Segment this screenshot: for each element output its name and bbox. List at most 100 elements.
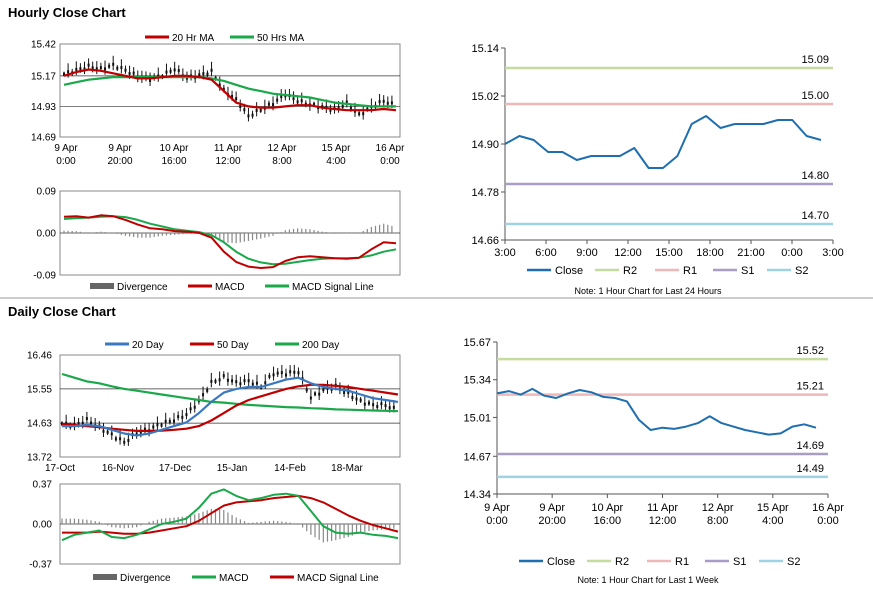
x-tick-label: 10 Apr — [591, 502, 623, 514]
price-candle-body — [128, 71, 131, 75]
x-tick-label: 16:00 — [594, 515, 622, 527]
price-candle-body — [380, 402, 383, 406]
x-tick-label: 21:00 — [737, 247, 765, 259]
price-candle-body — [314, 392, 317, 396]
price-candle-body — [297, 371, 300, 375]
x-tick-label: 0:00 — [56, 156, 76, 167]
price-candle-body — [376, 405, 379, 409]
level-label-r2: 15.09 — [801, 54, 829, 66]
price-candle-body — [202, 72, 205, 76]
price-candle-body — [255, 381, 258, 385]
price-candle-body — [318, 392, 321, 396]
price-candle-body — [149, 78, 152, 82]
price-candle-body — [247, 379, 250, 383]
legend-divergence-swatch — [90, 283, 114, 289]
level-label-s1: 14.69 — [796, 440, 824, 452]
price-candle-body — [124, 68, 127, 72]
y-tick-label: 15.42 — [31, 40, 56, 51]
price-candle-body — [343, 390, 346, 394]
x-tick-label: 16 Apr — [812, 502, 844, 514]
price-candle-body — [110, 432, 113, 436]
price-candle-body — [116, 66, 119, 70]
y-tick-label: 15.34 — [463, 375, 491, 387]
plot-frame — [59, 43, 401, 138]
x-tick-label: 12 Apr — [268, 143, 298, 154]
y-tick-label: 14.34 — [463, 489, 491, 501]
legend-divergence-label: Divergence — [120, 573, 171, 584]
y-tick-label: 14.78 — [471, 187, 499, 199]
legend-divergence-swatch — [93, 574, 117, 580]
chart-note: Note: 1 Hour Chart for Last 24 Hours — [574, 286, 722, 296]
price-candle-body — [132, 71, 135, 75]
y-tick-label: 15.14 — [471, 43, 499, 55]
x-tick-label: 9:00 — [576, 247, 597, 259]
x-tick-label: 17-Dec — [159, 463, 191, 474]
price-candle-body — [267, 102, 270, 106]
price-candle-body — [157, 74, 160, 78]
y-tick-label: 14.90 — [471, 139, 499, 151]
price-candle-body — [160, 423, 163, 427]
price-candle-body — [300, 99, 303, 103]
x-tick-label: 20:00 — [107, 156, 132, 167]
x-tick-label: 11 Apr — [214, 143, 243, 154]
price-candle-body — [355, 397, 358, 401]
price-candle-body — [226, 378, 229, 382]
price-candle-body — [296, 100, 299, 104]
price-candle-body — [313, 102, 316, 106]
x-tick-label: 12:00 — [614, 247, 642, 259]
price-candle-body — [214, 379, 217, 383]
x-tick-label: 17-Oct — [45, 463, 75, 474]
price-candle-body — [322, 388, 325, 392]
x-tick-label: 18:00 — [696, 247, 724, 259]
y-tick-label: 15.01 — [463, 412, 491, 424]
price-candle-body — [231, 95, 234, 99]
price-candle-body — [239, 104, 242, 108]
price-candle-body — [382, 99, 385, 103]
legend-divergence-label: Divergence — [117, 282, 168, 293]
price-candle-body — [83, 67, 86, 71]
price-candle-body — [378, 100, 381, 104]
level-label-r1: 15.21 — [796, 381, 824, 393]
x-tick-label: 12:00 — [649, 515, 677, 527]
close-line — [504, 115, 822, 169]
price-candle-body — [359, 398, 362, 402]
legend-macd-label: MACD — [215, 282, 244, 293]
plot-frame — [59, 354, 401, 458]
hourly-section-title: Hourly Close Chart — [8, 5, 126, 20]
legend-macd-label: MACD — [219, 573, 248, 584]
price-candle-body — [61, 422, 63, 426]
price-candle-body — [347, 390, 350, 394]
price-candle-body — [247, 114, 250, 118]
x-tick-label: 12 Apr — [702, 502, 734, 514]
ma200-line — [61, 372, 399, 413]
ma50-line — [61, 383, 399, 432]
price-candle-body — [193, 405, 196, 409]
price-candle-body — [173, 419, 175, 423]
price-candle-body — [143, 427, 146, 431]
price-candle-body — [366, 107, 369, 111]
price-candle-body — [235, 380, 238, 384]
x-tick-label: 9 Apr — [108, 143, 132, 154]
price-candle-body — [79, 67, 82, 71]
price-candle-body — [337, 106, 340, 110]
price-candle-body — [123, 440, 126, 444]
price-candle-body — [177, 415, 180, 419]
price-candle-body — [103, 67, 106, 71]
price-candle-body — [222, 374, 225, 378]
price-candle-body — [152, 425, 155, 429]
price-candle-body — [169, 69, 172, 73]
price-candle-body — [239, 382, 242, 386]
x-tick-label: 4:00 — [326, 156, 346, 167]
legend-r2-label: R2 — [623, 265, 637, 277]
price-candle-body — [349, 106, 352, 110]
y-tick-label: 0.00 — [37, 229, 57, 240]
legend-r1-label: R1 — [675, 556, 689, 568]
x-tick-label: 0:00 — [817, 515, 838, 527]
daily-week-close-chart: 15.67 15.34 15.01 14.67 14.34 15.52 15.21 14.69… — [463, 337, 844, 585]
x-tick-label: 0:00 — [486, 515, 507, 527]
price-candle-body — [139, 430, 142, 434]
close-line — [496, 387, 817, 436]
